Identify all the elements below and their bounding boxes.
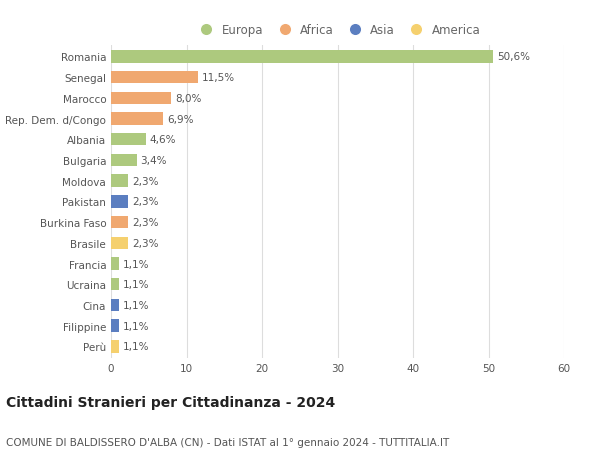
Bar (111, 258, 119, 270)
Bar (111, 279, 119, 291)
Text: 1,1%: 1,1% (123, 341, 149, 352)
Legend: Europa, Africa, Asia, America: Europa, Africa, Asia, America (194, 24, 481, 37)
Text: 2,3%: 2,3% (132, 197, 158, 207)
Bar (111, 341, 119, 353)
Text: 2,3%: 2,3% (132, 176, 158, 186)
Bar (111, 320, 119, 332)
Text: 2,3%: 2,3% (132, 218, 158, 228)
Bar (111, 134, 146, 146)
Text: COMUNE DI BALDISSERO D'ALBA (CN) - Dati ISTAT al 1° gennaio 2024 - TUTTITALIA.IT: COMUNE DI BALDISSERO D'ALBA (CN) - Dati … (6, 437, 449, 447)
Text: 1,1%: 1,1% (123, 321, 149, 331)
Text: 50,6%: 50,6% (497, 52, 530, 62)
Text: 1,1%: 1,1% (123, 259, 149, 269)
Text: 8,0%: 8,0% (175, 94, 202, 104)
Text: 4,6%: 4,6% (149, 135, 176, 145)
Bar (111, 72, 198, 84)
Text: 1,1%: 1,1% (123, 300, 149, 310)
Bar (111, 51, 493, 63)
Text: 11,5%: 11,5% (202, 73, 235, 83)
Bar (111, 299, 119, 312)
Bar (111, 217, 128, 229)
Bar (111, 154, 137, 167)
Bar (111, 196, 128, 208)
Text: 2,3%: 2,3% (132, 238, 158, 248)
Bar (111, 175, 128, 187)
Bar (111, 92, 172, 105)
Text: 1,1%: 1,1% (123, 280, 149, 290)
Bar (111, 237, 128, 250)
Text: Cittadini Stranieri per Cittadinanza - 2024: Cittadini Stranieri per Cittadinanza - 2… (6, 395, 335, 409)
Bar (111, 113, 163, 125)
Text: 6,9%: 6,9% (167, 114, 193, 124)
Text: 3,4%: 3,4% (140, 156, 167, 166)
